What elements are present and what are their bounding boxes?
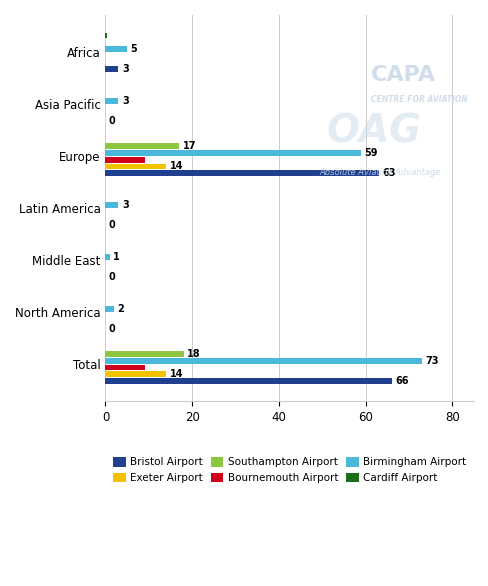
Text: CENTRE FOR AVIATION: CENTRE FOR AVIATION (370, 95, 467, 104)
Text: 14: 14 (169, 369, 183, 379)
Bar (105, 66, 118, 72)
Text: 3: 3 (122, 64, 128, 74)
Text: 0: 0 (109, 324, 116, 334)
Bar (105, 364, 144, 370)
Text: 5: 5 (130, 44, 137, 54)
Text: 2: 2 (118, 304, 124, 314)
Bar (105, 254, 110, 260)
Text: OAG: OAG (326, 113, 421, 150)
Text: Absolute Aviation Advantage: Absolute Aviation Advantage (319, 168, 440, 178)
Text: 14: 14 (169, 161, 183, 171)
Bar (105, 358, 421, 364)
Text: 3: 3 (122, 96, 128, 106)
Text: 0: 0 (109, 116, 116, 126)
Text: 0: 0 (109, 272, 116, 282)
Text: 66: 66 (394, 376, 408, 386)
Bar (105, 171, 378, 176)
Legend: Bristol Airport, Exeter Airport, Southampton Airport, Bournemouth Airport, Birmi: Bristol Airport, Exeter Airport, Southam… (109, 453, 469, 487)
Bar (105, 163, 166, 169)
Bar (105, 306, 114, 312)
Text: 63: 63 (381, 168, 395, 178)
Text: 73: 73 (425, 356, 438, 366)
Text: 3: 3 (122, 200, 128, 210)
Bar (105, 157, 144, 162)
Bar (105, 98, 118, 104)
Bar (105, 378, 391, 384)
Text: 17: 17 (183, 141, 196, 151)
Text: 59: 59 (364, 148, 378, 158)
Text: CAPA: CAPA (370, 64, 435, 84)
Bar (105, 372, 166, 377)
Bar (105, 351, 183, 357)
Text: 1: 1 (113, 252, 120, 262)
Bar (105, 46, 127, 52)
Bar (105, 150, 361, 156)
Text: 0: 0 (109, 220, 116, 230)
Bar (105, 143, 179, 149)
Bar (105, 33, 106, 38)
Text: 18: 18 (186, 349, 200, 359)
Bar (105, 202, 118, 207)
